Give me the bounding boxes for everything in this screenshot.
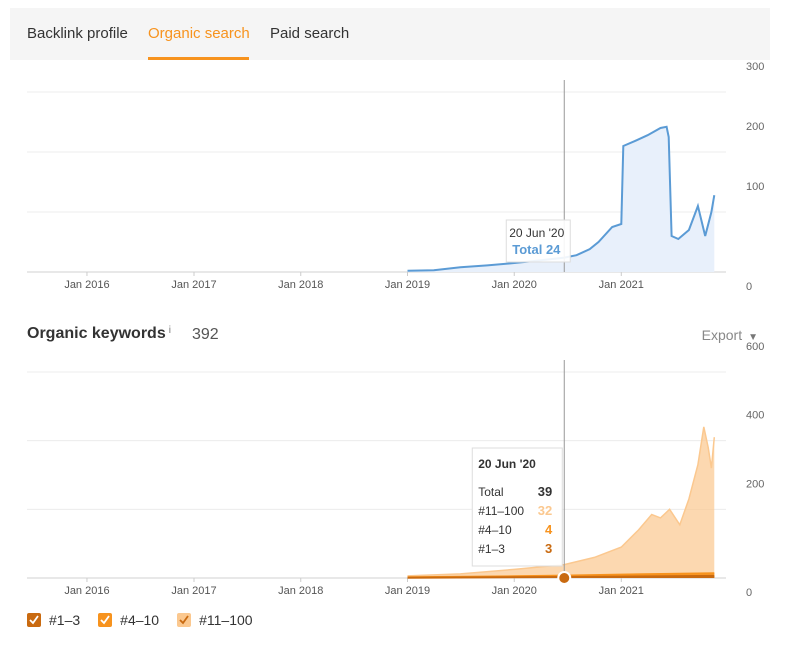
x-tick-label: Jan 2016 — [64, 279, 109, 291]
tooltip-date: 20 Jun '20 — [509, 226, 564, 240]
legend-label: #1–3 — [49, 612, 81, 628]
tab-organic-search[interactable]: Organic search — [148, 25, 250, 42]
y-tick-label: 100 — [746, 181, 764, 193]
tooltip-row-label: #11–100 — [478, 504, 524, 518]
chevron-down-icon: ▼ — [748, 332, 758, 343]
info-icon[interactable]: i — [168, 325, 171, 336]
tooltip-box — [505, 219, 571, 263]
y-tick-label: 300 — [746, 61, 764, 73]
organic-keywords-title: Organic keywords i — [27, 325, 171, 343]
x-tick-label: Jan 2017 — [171, 279, 216, 291]
checkbox-icon[interactable] — [27, 613, 41, 627]
active-tab-indicator — [148, 57, 249, 60]
x-tick-label: Jan 2018 — [278, 585, 323, 597]
legend-item-4-10[interactable]: #4–10 — [98, 612, 159, 628]
x-tick-label: Jan 2017 — [171, 585, 216, 597]
traffic-tooltip: 20 Jun '20 Total 24 — [505, 219, 571, 263]
checkbox-icon[interactable] — [177, 613, 192, 627]
x-tick-label: Jan 2018 — [278, 279, 323, 291]
x-tick-label: Jan 2016 — [64, 585, 109, 597]
export-label: Export — [701, 327, 743, 343]
checkbox-icon[interactable] — [98, 613, 113, 627]
y-tick-label: 600 — [746, 341, 764, 353]
tooltip-row-value: 39 — [538, 484, 552, 499]
tab-bar: Backlink profile Organic search Paid sea… — [10, 8, 770, 60]
keywords-title-text: Organic keywords — [27, 325, 166, 342]
y-tick-label: 0 — [746, 587, 752, 599]
organic-keywords-count: 392 — [192, 326, 219, 343]
tooltip-row-value: 4 — [545, 522, 553, 537]
organic-keywords-chart[interactable]: 600 400 200 0 Jan 2016 Jan 2017 Jan 2018 Jan 20… — [0, 341, 800, 602]
series-line — [407, 574, 715, 579]
x-tick-label: Jan 2020 — [492, 279, 537, 291]
legend-item-1-3[interactable]: #1–3 — [27, 612, 80, 628]
series-area — [407, 426, 715, 578]
tab-paid-search[interactable]: Paid search — [270, 25, 350, 42]
tooltip-total: Total 24 — [512, 242, 561, 257]
x-tick-label: Jan 2019 — [385, 279, 430, 291]
x-tick-label: Jan 2021 — [599, 585, 644, 597]
y-tick-label: 200 — [746, 121, 764, 133]
crosshair-dot — [557, 571, 572, 585]
x-tick-label: Jan 2019 — [385, 585, 430, 597]
y-tick-label: 200 — [746, 478, 764, 490]
tooltip-row-value: 3 — [545, 541, 552, 556]
tooltip-box — [471, 447, 563, 567]
series-line — [407, 125, 716, 272]
tooltip-row-value: 32 — [538, 503, 552, 518]
x-tick-label: Jan 2020 — [492, 585, 537, 597]
tooltip-row-label: Total — [478, 485, 503, 499]
tooltip-row-label: #4–10 — [478, 523, 512, 537]
tooltip-row-label: #1–3 — [478, 542, 505, 556]
chart-legend: #1–3 #4–10 #11–100 — [27, 612, 253, 628]
export-button[interactable]: Export ▼ — [702, 327, 758, 343]
y-tick-label: 400 — [746, 410, 764, 422]
keywords-tooltip: 20 Jun '20 Total 39 #11–100 32 #4–10 4 #1–3 3 — [471, 447, 563, 567]
tab-backlink-profile[interactable]: Backlink profile — [27, 25, 128, 42]
x-tick-label: Jan 2021 — [599, 279, 644, 291]
tooltip-date: 20 Jun '20 — [478, 457, 536, 471]
legend-item-11-100[interactable]: #11–100 — [177, 612, 253, 628]
legend-label: #4–10 — [120, 612, 160, 628]
y-tick-label: 0 — [746, 281, 752, 293]
legend-label: #11–100 — [199, 612, 253, 628]
organic-traffic-chart[interactable]: 300 200 100 0 Jan 2016 Jan 2017 Jan 2018 Jan 20… — [0, 61, 800, 302]
series-area — [407, 126, 715, 272]
